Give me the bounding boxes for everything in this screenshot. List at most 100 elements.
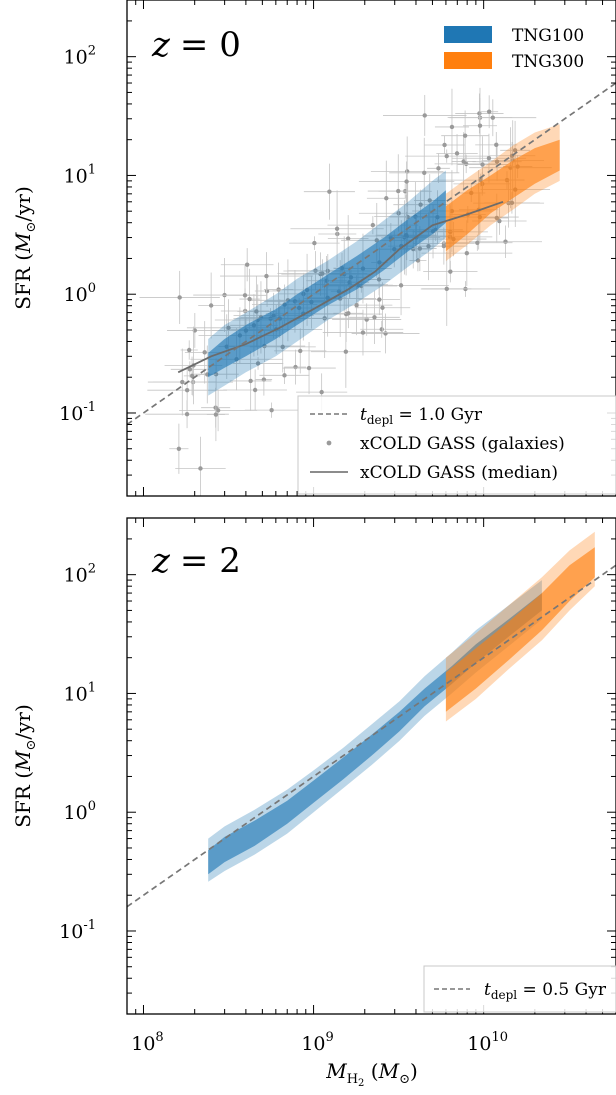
xcold-galaxy-point	[444, 286, 449, 292]
xcold-median-line	[177, 200, 504, 374]
xcold-galaxy-point	[282, 373, 287, 378]
y-tick-label: 100	[64, 799, 96, 824]
xcold-galaxy-point	[486, 109, 492, 114]
legend-label-tdepl-1: tdepl = 1.0 Gyr	[360, 405, 483, 427]
xcold-galaxy-point	[370, 222, 376, 228]
xcold-galaxy-point	[477, 123, 483, 128]
xcold-galaxy-point	[334, 226, 340, 231]
y-tick-label: 101	[64, 680, 96, 705]
legend-label-tng100: TNG100	[512, 26, 584, 46]
x-tick-label: 109	[301, 1030, 333, 1055]
xcold-galaxy-point	[396, 211, 401, 216]
xcold-galaxy-point	[422, 113, 427, 118]
xcold-galaxy-point	[208, 303, 214, 308]
legend-label-tng300: TNG300	[512, 52, 584, 72]
xcold-galaxy-point	[384, 196, 389, 201]
panel-z2-label: z = 2	[151, 541, 241, 581]
xcold-galaxy-point	[427, 198, 432, 203]
xcold-galaxy-point	[490, 115, 496, 120]
legend-label-xcold-galaxies: xCOLD GASS (galaxies)	[360, 434, 565, 454]
xcold-galaxy-point	[327, 189, 332, 194]
xcold-galaxy-point	[417, 246, 423, 251]
xcold-galaxy-point	[374, 238, 379, 243]
xcold-galaxy-point	[442, 142, 447, 148]
xcold-galaxy-point	[293, 364, 298, 370]
xcold-galaxy-point	[494, 159, 500, 164]
xcold-galaxy-point	[226, 325, 231, 331]
xcold-galaxy-point	[184, 411, 190, 417]
xcold-galaxy-point	[320, 271, 325, 276]
panel-z2-frame	[126, 517, 616, 1015]
xcold-galaxy-point	[462, 133, 468, 138]
x-tick-label: 108	[131, 1030, 163, 1055]
xcold-galaxy-point	[494, 215, 499, 221]
xcold-galaxy-point	[449, 124, 455, 130]
xcold-galaxy-point	[436, 166, 441, 171]
panel-z0-label: z = 0	[151, 25, 241, 65]
xcold-galaxy-point	[372, 315, 377, 320]
xcold-galaxy-point	[444, 153, 449, 159]
xcold-galaxy-point	[480, 162, 485, 167]
xcold-galaxy-point	[176, 446, 182, 451]
xcold-galaxy-point	[486, 156, 492, 161]
legend-z2-box	[423, 965, 616, 1013]
panel-z0-frame	[126, 0, 616, 497]
panel-z0-ylabel: SFR (M⊙/yr)	[11, 186, 39, 310]
legend-swatch-tng100	[444, 26, 492, 43]
xcold-galaxy-point	[383, 331, 388, 336]
panel-z0: 10-1 100 101 102 z = 0 SFR (M⊙/yr) TNG100 TN…	[11, 0, 616, 497]
xcold-galaxy-point	[441, 243, 447, 249]
panel-z2-plot-area	[127, 531, 616, 908]
legend-swatch-tng300	[444, 52, 492, 69]
legend-label-tdepl-05: tdepl = 0.5 Gyr	[484, 980, 607, 1002]
panel-z0-ticks: 10-1 100 101 102	[59, 0, 616, 497]
xcold-galaxy-point	[477, 111, 482, 116]
xcold-galaxy-point	[422, 170, 427, 176]
xcold-galaxy-point	[345, 236, 351, 241]
xcold-galaxy-point	[255, 361, 261, 366]
xcold-galaxy-point	[244, 262, 250, 267]
xcold-galaxy-point	[377, 297, 382, 302]
band-tng300-inner	[445, 139, 560, 252]
xcold-galaxy-point	[264, 273, 269, 279]
panel-z2-ticks: 10-1 100 101 102 108 109 1010	[59, 517, 616, 1055]
xcold-galaxy-point	[198, 466, 203, 471]
xcold-galaxy-point	[248, 378, 253, 384]
xcold-galaxy-point	[213, 412, 219, 417]
xcold-galaxy-point	[497, 218, 502, 224]
xcold-galaxy-point	[180, 379, 185, 385]
xcold-galaxy-point	[418, 202, 423, 207]
xcold-galaxy-point	[475, 240, 480, 245]
xcold-galaxy-point	[354, 302, 359, 308]
panel-z2-ylabel: SFR (M⊙/yr)	[11, 704, 39, 828]
band-tng100-inner	[208, 190, 446, 378]
xcold-galaxy-point	[269, 407, 274, 413]
xcold-galaxy-point	[464, 250, 470, 256]
y-tick-label: 102	[64, 562, 96, 587]
xcold-galaxy-point	[298, 348, 303, 354]
legend-label-xcold-median: xCOLD GASS (median)	[360, 463, 558, 483]
xcold-galaxy-point	[404, 179, 409, 184]
y-tick-label: 10-1	[59, 918, 96, 943]
xcold-galaxy-point	[379, 327, 384, 332]
y-tick-label: 101	[64, 162, 96, 187]
xcold-galaxy-point	[187, 347, 192, 353]
xcold-galaxy-point	[503, 239, 508, 244]
xcold-galaxy-point	[189, 373, 195, 379]
xcold-galaxy-point	[319, 389, 324, 395]
xcold-galaxy-point	[252, 387, 258, 393]
xcold-galaxy-point	[184, 387, 190, 393]
xcold-galaxy-point	[343, 349, 349, 354]
xcold-galaxy-point	[306, 365, 312, 371]
xcold-galaxy-point	[398, 283, 404, 288]
xcold-galaxy-point	[202, 350, 207, 355]
x-axis-label: MH2 (M⊙)	[325, 1059, 418, 1089]
y-tick-label: 102	[64, 44, 96, 69]
xcold-galaxy-point	[242, 293, 248, 298]
xcold-galaxy-point	[494, 142, 499, 148]
xcold-galaxy-point	[360, 330, 366, 335]
xcold-galaxy-point	[187, 367, 193, 372]
xcold-galaxy-point	[426, 244, 431, 249]
xcold-galaxy-point	[280, 344, 285, 350]
panel-z0-legend-lower: tdepl = 1.0 Gyr xCOLD GASS (galaxies) xC…	[297, 395, 616, 495]
